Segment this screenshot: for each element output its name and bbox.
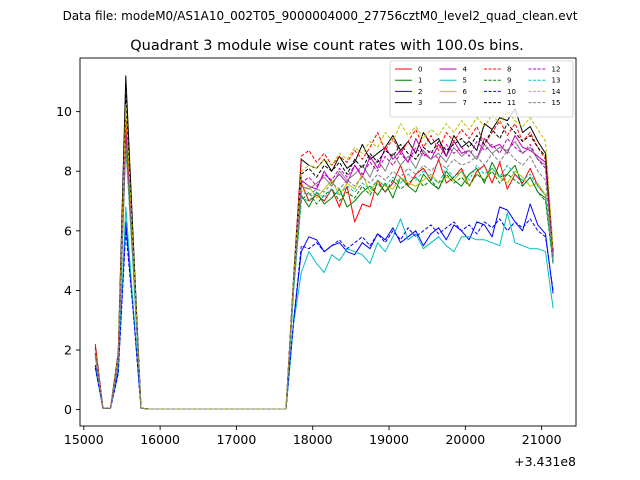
x-tick-label: 19000 [369, 432, 409, 447]
legend-label-11: 11 [507, 99, 516, 107]
x-tick-label: 18000 [293, 432, 333, 447]
x-axis: 15000 16000 17000 18000 19000 20000 21000 [64, 426, 562, 447]
y-tick-label: 8 [64, 164, 72, 179]
y-tick-label: 4 [64, 283, 72, 298]
legend-label-12: 12 [552, 66, 561, 74]
legend-label-8: 8 [507, 66, 511, 74]
axes-frame [79, 57, 577, 427]
chart-title: Quadrant 3 module wise count rates with … [130, 38, 524, 54]
legend-label-13: 13 [552, 77, 561, 85]
x-tick-label: 15000 [64, 432, 104, 447]
legend-label-0: 0 [418, 66, 422, 74]
series-line-12 [94, 135, 554, 410]
legend-label-2: 2 [418, 88, 422, 96]
legend-label-5: 5 [463, 77, 467, 85]
x-axis-offset-label: +3.431e8 [514, 454, 576, 469]
y-tick-label: 6 [64, 223, 72, 238]
legend-label-9: 9 [507, 77, 511, 85]
legend-label-14: 14 [552, 88, 561, 96]
y-tick-label: 10 [56, 104, 72, 119]
series-line-15 [94, 143, 554, 410]
legend-label-1: 1 [418, 77, 422, 85]
y-tick-label: 2 [64, 343, 72, 358]
legend-label-6: 6 [463, 88, 468, 96]
y-tick-label: 0 [64, 402, 72, 417]
legend-label-7: 7 [463, 99, 467, 107]
legend-label-10: 10 [507, 88, 516, 96]
series-layer [94, 75, 554, 410]
x-tick-label: 21000 [522, 432, 562, 447]
legend-label-15: 15 [552, 99, 561, 107]
series-line-13 [94, 146, 554, 410]
series-line-14 [94, 105, 554, 410]
x-tick-label: 20000 [445, 432, 485, 447]
y-axis: 0 2 4 6 8 10 [56, 104, 80, 417]
legend-box [389, 60, 574, 118]
figure-suptitle: Data file: modeM0/AS1A10_002T05_90000040… [63, 9, 578, 23]
legend-label-3: 3 [418, 99, 422, 107]
x-tick-label: 16000 [140, 432, 180, 447]
x-tick-label: 17000 [217, 432, 257, 447]
legend-label-4: 4 [463, 66, 468, 74]
